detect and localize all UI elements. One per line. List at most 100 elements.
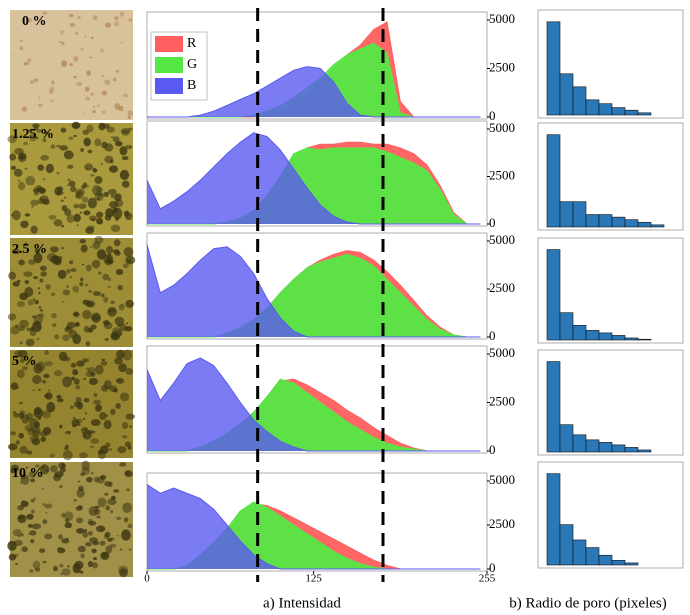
pore <box>32 298 36 301</box>
y-tick-label: 0 <box>489 215 496 230</box>
pore <box>84 35 87 38</box>
pore <box>33 276 39 280</box>
y-tick-label: 0 <box>489 442 496 457</box>
pore <box>94 138 102 147</box>
pore <box>20 220 29 229</box>
pore <box>64 446 69 451</box>
pore <box>56 144 61 148</box>
pore <box>87 149 93 154</box>
pore <box>108 165 118 173</box>
pore <box>73 56 79 62</box>
pore <box>33 363 43 374</box>
pore <box>80 553 85 559</box>
pore <box>78 203 87 209</box>
pore <box>7 313 17 321</box>
pore <box>86 70 91 76</box>
pore <box>53 474 62 482</box>
pore <box>87 197 97 209</box>
pore <box>27 523 33 528</box>
pore <box>7 135 17 144</box>
pore <box>59 424 63 429</box>
pore <box>18 155 25 160</box>
pore <box>24 167 28 170</box>
pore <box>92 15 98 21</box>
pore <box>82 129 89 135</box>
pore <box>90 174 95 177</box>
plot-frame <box>537 237 684 344</box>
pore <box>83 397 90 403</box>
y-tick-label: 2500 <box>489 280 515 295</box>
pore <box>25 412 34 421</box>
pore <box>50 144 56 149</box>
pore <box>37 103 43 108</box>
pore <box>124 470 130 476</box>
pore <box>127 115 131 119</box>
pore <box>76 81 83 87</box>
pore <box>99 540 106 546</box>
y-tick-label: 5000 <box>489 472 515 487</box>
pore <box>121 529 131 541</box>
legend-swatch <box>155 36 183 52</box>
bar <box>624 562 639 566</box>
y-tick-label: 5000 <box>489 345 515 360</box>
pore <box>20 135 23 137</box>
pore <box>103 191 109 198</box>
plot-frame <box>146 120 488 227</box>
pore <box>69 22 76 28</box>
pore <box>72 417 76 420</box>
bar <box>611 216 626 228</box>
pore <box>32 78 39 83</box>
pore <box>118 303 125 311</box>
pore <box>112 249 120 254</box>
pore <box>44 533 53 540</box>
pore <box>37 286 40 290</box>
pore <box>113 239 121 247</box>
caption: b) Radio de poro (pixeles) <box>509 595 666 611</box>
pore <box>50 465 58 473</box>
pore <box>119 11 125 17</box>
pore <box>74 371 79 375</box>
pore <box>92 562 99 569</box>
pore <box>128 425 133 428</box>
sample-label: 2.5 % <box>12 242 47 257</box>
pore <box>33 252 43 264</box>
pore <box>109 543 117 548</box>
sample-label: 0 % <box>22 14 47 29</box>
plot-frame <box>537 122 684 231</box>
pore <box>110 136 114 138</box>
pore <box>125 413 135 420</box>
pore <box>32 389 35 392</box>
pore <box>75 385 81 390</box>
pore <box>117 324 121 327</box>
pore <box>22 366 28 371</box>
pore <box>62 450 73 461</box>
pore <box>86 167 89 170</box>
pore <box>17 349 28 359</box>
pore <box>61 224 65 228</box>
pore <box>114 16 119 21</box>
pore <box>80 148 84 152</box>
pore <box>30 509 35 514</box>
pore <box>82 111 86 113</box>
plot-frame <box>146 11 488 120</box>
pore <box>42 560 47 564</box>
area-line <box>146 484 481 570</box>
pore <box>61 247 65 249</box>
pore <box>66 285 69 289</box>
y-tick-label: 2500 <box>489 167 515 182</box>
pore <box>33 321 39 327</box>
pore <box>32 315 37 319</box>
pore <box>100 162 103 166</box>
pore <box>62 376 72 388</box>
pore <box>83 417 86 421</box>
pore <box>51 80 55 85</box>
pore <box>59 485 63 488</box>
pore <box>121 434 128 439</box>
pore <box>23 141 28 146</box>
pore <box>103 419 112 430</box>
bar <box>637 338 652 341</box>
pore <box>68 13 74 18</box>
pore <box>107 306 117 317</box>
bar <box>572 201 587 228</box>
pore <box>54 334 60 340</box>
